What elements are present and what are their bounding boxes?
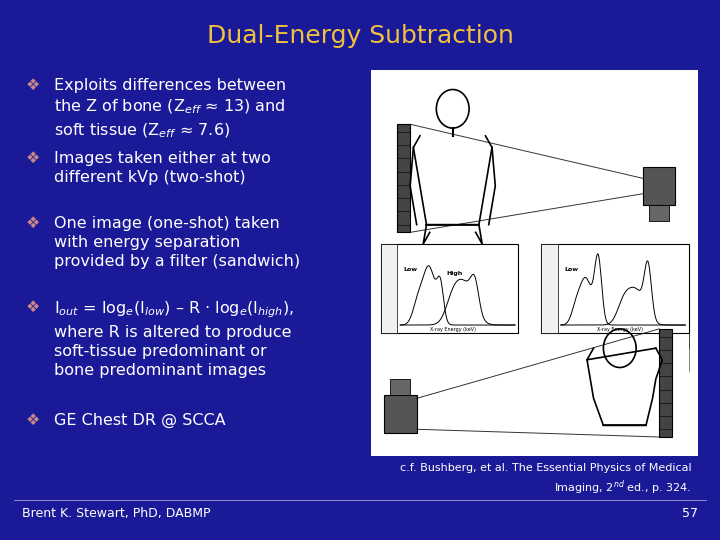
Bar (371, 70, 698, 456)
Bar (397, 124, 410, 232)
Text: Low: Low (564, 267, 578, 272)
Text: One image (one-shot) taken
with energy separation
provided by a filter (sandwich: One image (one-shot) taken with energy s… (54, 216, 300, 269)
Bar (381, 244, 518, 333)
Bar (643, 167, 675, 205)
Text: X-ray Energy (keV): X-ray Energy (keV) (597, 327, 643, 332)
Bar (541, 244, 688, 333)
Text: Brent K. Stewart, PhD, DABMP: Brent K. Stewart, PhD, DABMP (22, 507, 210, 519)
Text: High: High (446, 271, 462, 276)
Text: ❖: ❖ (25, 151, 40, 166)
Bar (541, 244, 557, 333)
Bar (649, 205, 669, 221)
Text: ❖: ❖ (25, 216, 40, 231)
Bar (659, 329, 672, 437)
Text: Exploits differences between
the Z of bone (Z$_{eff}$ ≈ 13) and
soft tissue (Z$_: Exploits differences between the Z of bo… (54, 78, 286, 140)
Text: X-ray Energy (keV): X-ray Energy (keV) (430, 327, 476, 332)
Bar (381, 244, 397, 333)
Text: ❖: ❖ (25, 78, 40, 93)
Text: I$_{out}$ = log$_e$(I$_{low}$) – R · log$_e$(I$_{high}$),
where R is altered to : I$_{out}$ = log$_e$(I$_{low}$) – R · log… (54, 300, 294, 378)
Text: Images taken either at two
different kVp (two-shot): Images taken either at two different kVp… (54, 151, 271, 185)
Bar (390, 379, 410, 395)
Text: ❖: ❖ (25, 413, 40, 428)
Text: Dual-Energy Subtraction: Dual-Energy Subtraction (207, 24, 513, 48)
Bar (384, 395, 417, 433)
Text: c.f. Bushberg, et al. The Essential Physics of Medical
Imaging, 2$^{nd}$ ed., p.: c.f. Bushberg, et al. The Essential Phys… (400, 463, 691, 497)
Text: GE Chest DR @ SCCA: GE Chest DR @ SCCA (54, 413, 225, 428)
Text: Low: Low (403, 267, 418, 272)
Text: ❖: ❖ (25, 300, 40, 315)
Text: 57: 57 (683, 507, 698, 519)
